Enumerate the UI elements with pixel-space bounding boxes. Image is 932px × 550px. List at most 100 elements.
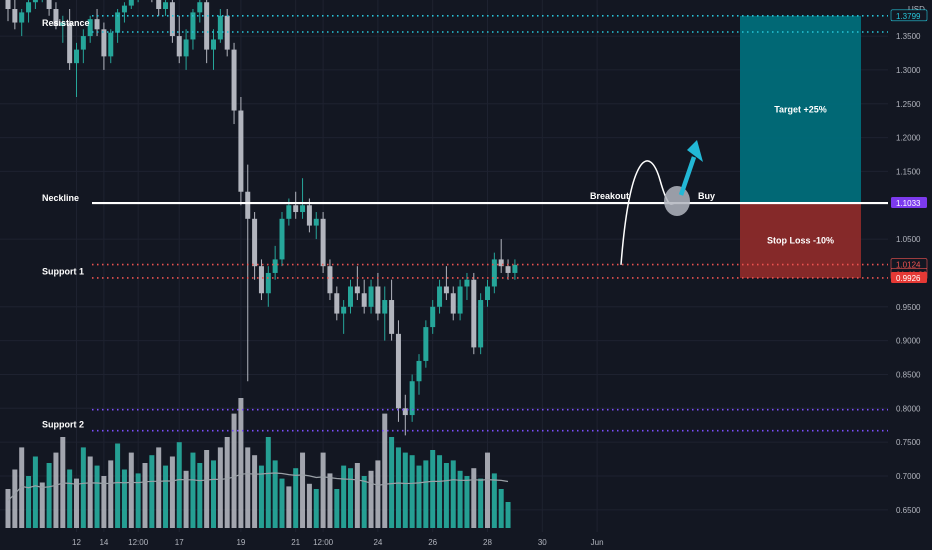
arrow-head — [687, 140, 703, 162]
price-tick-label: 0.6500 — [896, 506, 921, 515]
candle-body — [121, 5, 127, 13]
price-tick-label: 0.7000 — [896, 472, 921, 481]
candle-body — [409, 381, 415, 416]
volume-bar — [46, 463, 52, 528]
volume-bar — [135, 473, 141, 528]
candle-body — [423, 327, 429, 361]
candle-body — [176, 36, 182, 57]
candle-body — [46, 0, 52, 10]
volume-bar — [450, 460, 456, 528]
volume-bar — [169, 456, 175, 528]
candle-body — [505, 266, 511, 273]
candle-body — [252, 218, 258, 267]
candle-body — [375, 286, 381, 314]
volume-bar — [156, 447, 162, 528]
time-tick-label: 26 — [428, 538, 437, 547]
candle-body — [464, 279, 470, 287]
candle-body — [272, 259, 278, 273]
volume-bar — [313, 489, 319, 528]
volume-bar — [354, 463, 360, 528]
level-lines: Resistance Neckline Support 1 Support 2 — [42, 15, 888, 432]
volume-bar — [39, 482, 45, 528]
volume-bar — [341, 465, 347, 528]
zone-rect — [740, 15, 861, 204]
volume-bar — [115, 443, 121, 528]
candle-body — [74, 49, 79, 64]
level-label: Resistance — [42, 18, 90, 28]
price-tick-label: 0.9000 — [896, 337, 921, 346]
candle-body — [12, 9, 18, 23]
candle-body — [430, 306, 436, 328]
candle-body — [334, 293, 340, 314]
volume-bar — [306, 483, 312, 528]
volume-bar — [204, 450, 210, 528]
price-badge-label: 1.3799 — [896, 12, 921, 21]
time-axis: 12 14 12:00 17 19 21 12:00 24 26 28 30 Jun — [0, 532, 888, 550]
candle-body — [293, 205, 299, 213]
time-tick-label: 12 — [72, 538, 81, 547]
candle-body — [437, 286, 443, 307]
price-tick-label: 0.8500 — [896, 370, 921, 379]
candle-body — [94, 19, 100, 30]
volume-bar — [238, 398, 244, 528]
candle-body — [32, 0, 38, 3]
volume-bar — [361, 476, 367, 528]
volume-bar — [197, 463, 203, 528]
volume-bar — [176, 442, 182, 528]
volume-bar — [163, 465, 169, 528]
volume-bar — [94, 465, 100, 528]
volume-bar — [320, 452, 326, 528]
volume-bar — [368, 470, 374, 528]
price-tick-label: 1.2500 — [896, 100, 921, 109]
candle-body — [382, 300, 388, 314]
candle-body — [5, 0, 11, 10]
level-label: Support 1 — [42, 266, 84, 276]
volume-bar — [108, 460, 114, 528]
candle-body — [156, 0, 162, 9]
candle-body — [67, 22, 73, 64]
candle-body — [300, 205, 306, 213]
volume-bar — [327, 473, 333, 528]
candle-body — [19, 12, 25, 23]
price-axis: USD 1.3500 1.3000 1.2500 1.2000 1.1500 1.0500 0… — [888, 0, 932, 550]
candle-body — [169, 2, 175, 37]
volume-bar — [389, 437, 395, 528]
candle-body — [258, 266, 264, 294]
volume-bar — [395, 447, 401, 528]
volume-bar — [142, 463, 148, 528]
candle-body — [238, 110, 244, 192]
volume-bar — [423, 460, 429, 528]
candle-body — [471, 279, 477, 348]
price-tick-label: 1.1500 — [896, 167, 921, 176]
zone-rect — [740, 203, 861, 278]
volume-bar — [149, 455, 155, 528]
volume-bar — [252, 455, 258, 528]
volume-bar — [128, 452, 134, 528]
candle-body — [368, 286, 374, 307]
volume-bar — [334, 489, 340, 528]
volume-bar — [53, 452, 59, 528]
candle-body — [245, 191, 251, 219]
candle-body — [128, 0, 134, 6]
time-tick-label: 21 — [291, 538, 300, 547]
candle-body — [190, 12, 196, 40]
volume-bar — [382, 413, 388, 528]
price-tick-label: 1.0500 — [896, 235, 921, 244]
volume-bar — [286, 486, 292, 528]
volume-bar — [464, 476, 470, 528]
annotations: Breakout Buy — [590, 140, 715, 265]
volume-bar — [485, 452, 490, 528]
volume-bar — [74, 478, 79, 528]
volume-bar — [457, 470, 463, 528]
candle-body — [361, 293, 367, 307]
price-tick-label: 0.7500 — [896, 438, 921, 447]
time-tick-label: 17 — [175, 538, 184, 547]
level-label: Support 2 — [42, 419, 84, 429]
volume-bar — [443, 463, 449, 528]
time-tick-label: 19 — [236, 538, 245, 547]
price-badge-label: 1.1033 — [896, 199, 921, 208]
candle-body — [354, 286, 360, 294]
candle-body — [80, 36, 86, 50]
candle-body — [197, 2, 203, 13]
